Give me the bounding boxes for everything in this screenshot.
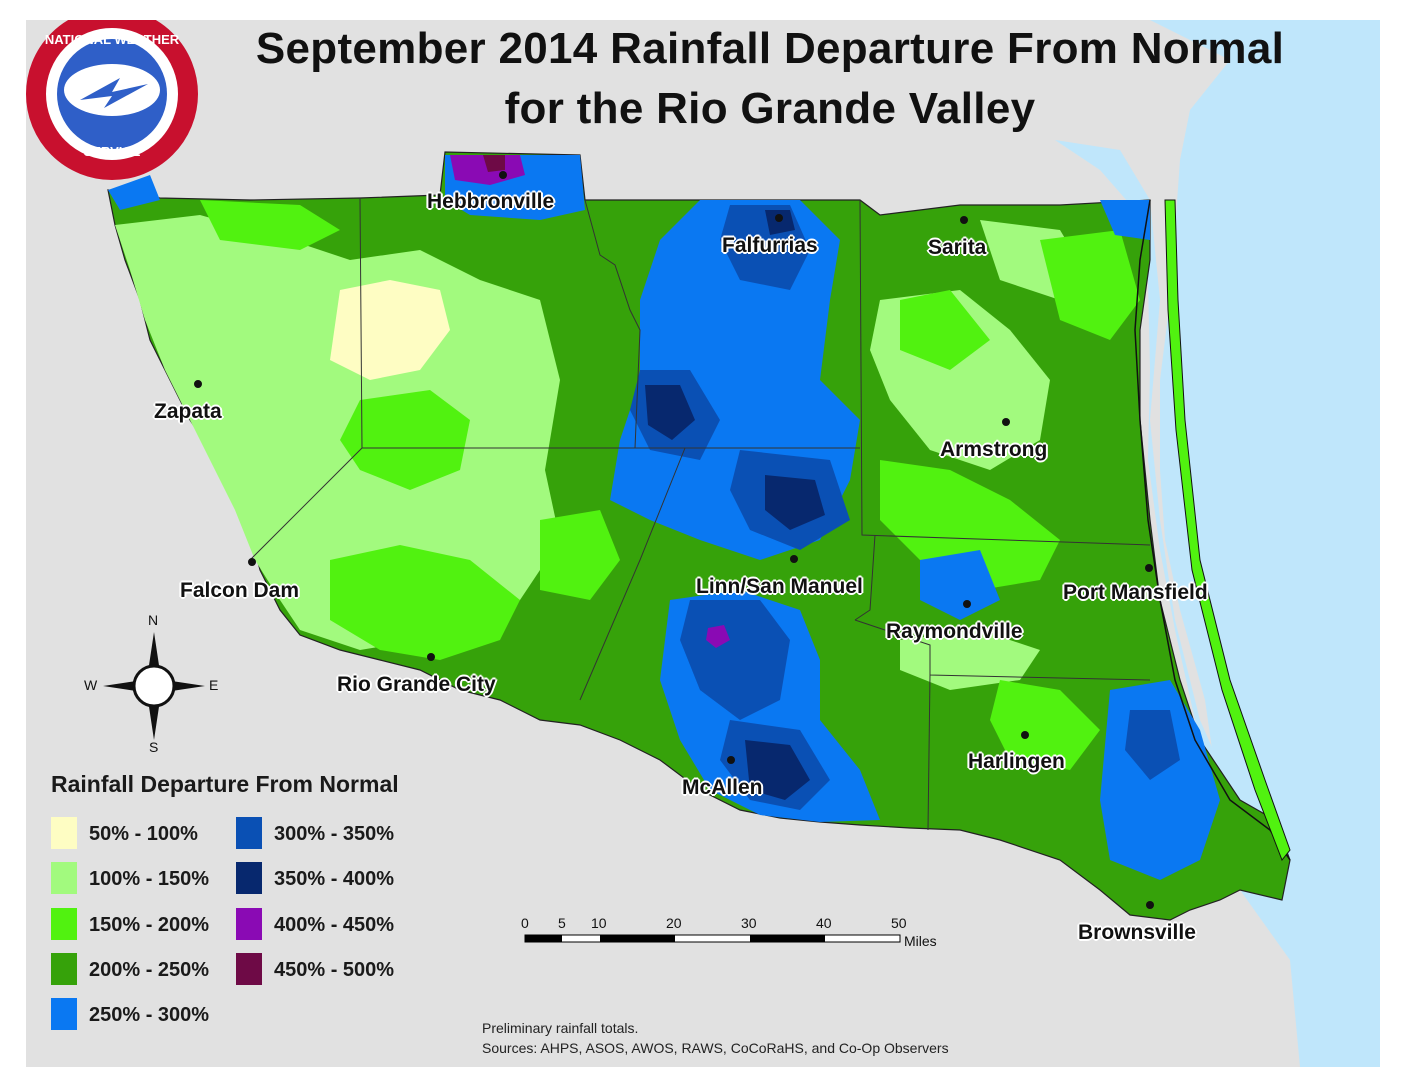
svg-text:SERVICE: SERVICE	[84, 144, 141, 159]
city-dot	[727, 756, 735, 764]
zone-250-300-ne	[1100, 200, 1150, 240]
zone-150-200-sw	[540, 510, 620, 600]
legend-label: 50% - 100%	[89, 823, 198, 845]
city-label-brownsville: Brownsville	[1078, 921, 1196, 944]
legend-swatch	[51, 998, 77, 1030]
scale-tick: 40	[816, 915, 832, 931]
legend-swatch	[51, 862, 77, 894]
legend-label: 200% - 250%	[89, 959, 210, 981]
city-label-mcallen: McAllen	[682, 776, 763, 799]
city-label-raymondville: Raymondville	[886, 620, 1023, 643]
city-label-armstrong: Armstrong	[940, 438, 1048, 461]
coastline	[1134, 199, 1291, 861]
legend-label: 100% - 150%	[89, 868, 210, 890]
zone-150-200-w	[340, 390, 470, 490]
scale-tick: 30	[741, 915, 757, 931]
zone-300-350-se	[1125, 710, 1180, 780]
scale-tick: 5	[558, 915, 566, 931]
city-label-port-mansfield: Port Mansfield	[1063, 581, 1208, 604]
legend-label: 150% - 200%	[89, 914, 210, 936]
city-dot	[194, 380, 202, 388]
city-dot	[775, 214, 783, 222]
zone-150-200-s	[330, 545, 520, 660]
north-arrow	[103, 632, 205, 740]
compass-s: S	[149, 739, 159, 755]
compass-n: N	[148, 612, 159, 628]
scale-bar	[524, 934, 901, 943]
scale-unit: Miles	[904, 933, 937, 949]
city-dot	[963, 600, 971, 608]
compass-e: E	[209, 677, 219, 693]
legend-title: Rainfall Departure From Normal	[51, 771, 399, 797]
city-dot	[1002, 418, 1010, 426]
city-label-falcon-dam: Falcon Dam	[180, 579, 300, 602]
zone-450-500	[483, 155, 505, 172]
zone-150-200-e2	[1040, 230, 1140, 340]
zone-350-400-s	[745, 740, 810, 800]
zone-50-100	[330, 280, 450, 380]
zone-250-300-mid	[920, 550, 1000, 620]
zone-350-400-c	[645, 385, 695, 440]
zone-150-200-se	[990, 680, 1100, 770]
city-label-rio-grande-city: Rio Grande City	[337, 673, 496, 696]
legend-swatch	[51, 953, 77, 985]
city-dot	[1021, 731, 1029, 739]
zone-150-200-ne	[200, 200, 340, 250]
city-dot	[248, 558, 256, 566]
city-dot	[1146, 901, 1154, 909]
zone-250-300-nw	[108, 175, 160, 210]
notes-line2: Sources: AHPS, ASOS, AWOS, RAWS, CoCoRaH…	[482, 1040, 949, 1056]
scale-tick: 10	[591, 915, 607, 931]
legend-swatch	[236, 908, 262, 940]
city-label-zapata: Zapata	[154, 400, 222, 423]
rainfall-map: NATIONAL WEATHER SERVICE	[26, 20, 1380, 1067]
city-dot	[960, 216, 968, 224]
legend-label: 250% - 300%	[89, 1004, 210, 1026]
map-title-line1: September 2014 Rainfall Departure From N…	[255, 24, 1285, 73]
city-dot	[499, 171, 507, 179]
scale-tick: 50	[891, 915, 907, 931]
legend-label: 450% - 500%	[274, 959, 395, 981]
legend-swatch	[236, 817, 262, 849]
bay-water	[1055, 140, 1260, 870]
city-label-harlingen: Harlingen	[968, 750, 1065, 773]
compass-w: W	[84, 677, 98, 693]
map-title-line2: for the Rio Grande Valley	[504, 84, 1036, 133]
zone-100-150	[115, 215, 560, 650]
scale-tick: 0	[521, 915, 529, 931]
notes-line1: Preliminary rainfall totals.	[482, 1020, 639, 1036]
city-label-sarita: Sarita	[928, 236, 987, 259]
zone-150-200-e3	[900, 290, 990, 370]
gulf-water	[1150, 20, 1380, 1067]
city-label-linn-san-manuel: Linn/San Manuel	[696, 575, 863, 598]
zone-300-350-s	[680, 600, 790, 720]
county-lines	[249, 197, 1151, 831]
scale-tick: 20	[666, 915, 682, 931]
legend-label: 400% - 450%	[274, 914, 395, 936]
svg-text:NATIONAL WEATHER: NATIONAL WEATHER	[45, 32, 180, 47]
zone-350-400-n	[765, 210, 795, 235]
zone-150-200-e1	[880, 460, 1060, 590]
legend-swatch	[236, 953, 262, 985]
city-label-hebbronville: Hebbronville	[427, 190, 555, 213]
legend-swatch	[51, 817, 77, 849]
city-dot	[1145, 564, 1153, 572]
zone-400-450-s	[706, 625, 730, 648]
map-frame: NATIONAL WEATHER SERVICE	[26, 20, 1380, 1067]
city-dot	[790, 555, 798, 563]
city-label-falfurrias: Falfurrias	[722, 234, 818, 257]
nws-logo-icon: NATIONAL WEATHER SERVICE	[26, 20, 198, 180]
legend-label: 300% - 350%	[274, 823, 395, 845]
legend-swatch	[51, 908, 77, 940]
legend-swatch	[236, 862, 262, 894]
city-dot	[427, 653, 435, 661]
legend-label: 350% - 400%	[274, 868, 395, 890]
barrier-island	[1164, 199, 1291, 861]
zone-350-400-c2	[765, 475, 825, 530]
